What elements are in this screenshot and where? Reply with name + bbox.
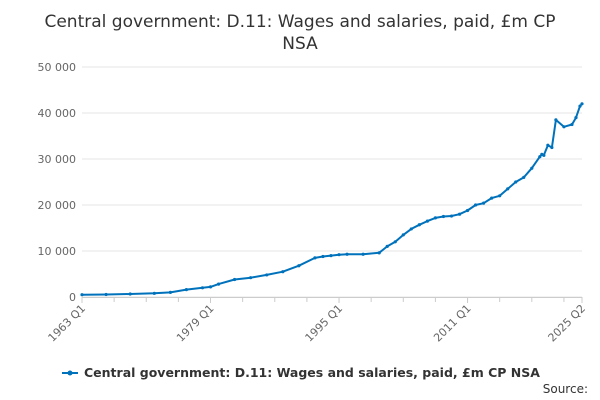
- data-point-0[interactable]: [80, 293, 84, 297]
- data-point-27[interactable]: [433, 216, 438, 220]
- data-point-24[interactable]: [409, 227, 413, 231]
- data-point-3[interactable]: [152, 291, 156, 295]
- data-point-30[interactable]: [457, 212, 462, 216]
- legend-label: Central government: D.11: Wages and sala…: [84, 365, 540, 380]
- data-point-45[interactable]: [554, 118, 558, 122]
- data-point-31[interactable]: [465, 208, 470, 213]
- chart-title-line-2: NSA: [282, 34, 318, 54]
- data-point-34[interactable]: [490, 196, 494, 200]
- data-point-1[interactable]: [104, 292, 108, 297]
- data-point-19[interactable]: [361, 252, 365, 256]
- data-point-28[interactable]: [441, 214, 446, 219]
- data-point-2[interactable]: [128, 292, 132, 296]
- data-point-44[interactable]: [550, 145, 554, 150]
- data-point-39[interactable]: [530, 166, 534, 170]
- data-point-50[interactable]: [580, 102, 584, 106]
- data-point-26[interactable]: [425, 219, 429, 223]
- data-point-11[interactable]: [265, 273, 269, 277]
- data-point-37[interactable]: [514, 180, 518, 184]
- data-point-43[interactable]: [546, 143, 550, 147]
- data-point-18[interactable]: [345, 252, 349, 256]
- data-point-20[interactable]: [377, 251, 381, 255]
- data-point-32[interactable]: [473, 203, 478, 207]
- data-point-48[interactable]: [574, 116, 578, 120]
- series-group: [80, 102, 584, 297]
- data-point-40[interactable]: [538, 155, 542, 159]
- series-line[interactable]: [81, 103, 583, 296]
- data-point-17[interactable]: [337, 253, 341, 257]
- data-point-16[interactable]: [329, 254, 333, 258]
- data-point-25[interactable]: [417, 223, 421, 227]
- data-point-36[interactable]: [506, 187, 510, 191]
- x-tick-label-1: 1979 Q1: [174, 302, 217, 345]
- data-point-7[interactable]: [208, 285, 213, 289]
- data-point-38[interactable]: [522, 175, 526, 179]
- data-point-5[interactable]: [184, 288, 189, 292]
- legend[interactable]: Central government: D.11: Wages and sala…: [62, 365, 540, 380]
- chart-title: Central government: D.11: Wages and sala…: [44, 12, 555, 54]
- gridlines: [82, 66, 582, 298]
- data-point-4[interactable]: [168, 290, 172, 294]
- data-point-6[interactable]: [200, 286, 205, 290]
- data-point-22[interactable]: [393, 240, 397, 244]
- data-point-42[interactable]: [542, 153, 546, 157]
- y-tick-label-4: 40 000: [38, 107, 77, 120]
- chart-title-line-1: Central government: D.11: Wages and sala…: [44, 12, 555, 32]
- data-point-29[interactable]: [449, 214, 454, 218]
- y-tick-label-0: 0: [69, 291, 76, 304]
- x-tick-label-3: 2011 Q1: [431, 302, 474, 345]
- x-tick-label-4: 2025 Q2: [546, 302, 589, 345]
- data-point-8[interactable]: [216, 282, 221, 286]
- data-point-9[interactable]: [233, 277, 237, 282]
- y-tick-label-1: 10 000: [38, 245, 77, 258]
- data-point-15[interactable]: [321, 254, 325, 259]
- data-point-14[interactable]: [313, 256, 317, 260]
- y-axis-labels: 0 10 000 20 000 30 000 40 000 50 000: [38, 61, 77, 304]
- y-tick-label-5: 50 000: [38, 61, 77, 74]
- x-tick-label-2: 1995 Q1: [303, 302, 346, 345]
- data-point-13[interactable]: [297, 264, 301, 268]
- data-point-23[interactable]: [401, 233, 405, 237]
- x-tick-label-0: 1963 Q1: [46, 302, 89, 345]
- data-point-35[interactable]: [498, 194, 502, 198]
- source-label: Source:: [543, 382, 588, 396]
- data-point-10[interactable]: [249, 276, 253, 280]
- y-tick-label-3: 30 000: [38, 153, 77, 166]
- y-tick-label-2: 20 000: [38, 199, 77, 212]
- data-point-49[interactable]: [578, 104, 582, 108]
- data-point-46[interactable]: [562, 125, 566, 129]
- data-point-47[interactable]: [570, 122, 574, 127]
- legend-marker: [67, 370, 73, 376]
- data-point-12[interactable]: [281, 270, 285, 274]
- data-point-21[interactable]: [385, 244, 389, 248]
- data-point-33[interactable]: [482, 201, 486, 205]
- x-axis: 1963 Q1 1979 Q1 1995 Q1 2011 Q1 2025 Q2: [46, 297, 589, 345]
